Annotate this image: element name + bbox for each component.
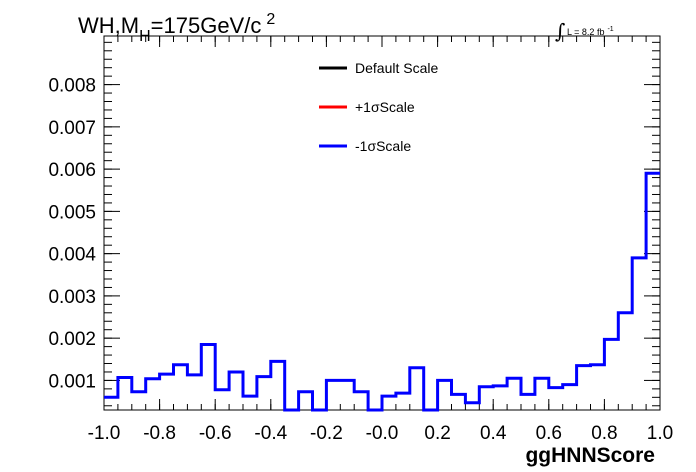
- x-tick-labels: -1.0 -0.8 -0.6 -0.4 -0.2 -0.0 0.2 0.4 0.6 0.8 1.0: [88, 423, 674, 444]
- x-tick-label: -0.8: [143, 423, 176, 444]
- title-superscript: 2: [266, 11, 275, 28]
- x-tick-label: 0.4: [480, 423, 507, 444]
- integral-symbol: ∫: [555, 19, 565, 43]
- title-rest: =175GeV/c: [151, 13, 262, 38]
- title: WH,MH=175GeV/c 2: [78, 11, 275, 45]
- x-axis-label: ggHNNScore: [525, 444, 655, 467]
- lumi-label: ∫ L = 8.2 fb -1: [555, 19, 614, 43]
- y-tick-label: 0.008: [48, 76, 96, 97]
- x-tick-label: 1.0: [647, 423, 673, 444]
- y-tick-label: 0.005: [48, 202, 96, 223]
- title-main: WH,M: [78, 13, 139, 38]
- x-tick-label: 0.8: [591, 423, 617, 444]
- y-tick-label: 0.001: [48, 371, 96, 392]
- lumi-text: L = 8.2 fb: [567, 27, 604, 37]
- svg-text:WH,MH=175GeV/c2: WH,MH=175GeV/c 2: [78, 11, 275, 45]
- x-tick-label: -0.2: [310, 423, 343, 444]
- lumi-superscript: -1: [607, 26, 613, 33]
- plot-frame: [103, 35, 661, 411]
- series-line: [104, 171, 660, 412]
- series-layer: [104, 171, 660, 412]
- x-tick-label: 0.2: [424, 423, 450, 444]
- legend-label: +1σScale: [355, 99, 415, 115]
- y-tick-labels: 0.001 0.002 0.003 0.004 0.005 0.006 0.007 0.008: [48, 76, 96, 393]
- legend: Default Scale +1σScale -1σScale: [319, 60, 438, 154]
- y-tick-label: 0.004: [48, 245, 96, 266]
- y-tick-label: 0.003: [48, 287, 96, 308]
- legend-label: Default Scale: [355, 60, 438, 76]
- y-tick-label: 0.007: [48, 118, 96, 139]
- x-tick-label: -1.0: [88, 423, 121, 444]
- legend-label: -1σScale: [355, 138, 411, 154]
- axis-ticks: [103, 36, 661, 410]
- svg-text:L = 8.2 fb-1: L = 8.2 fb -1: [567, 26, 614, 37]
- x-tick-label: -0.6: [199, 423, 232, 444]
- x-tick-label: -0.4: [254, 423, 287, 444]
- y-tick-label: 0.006: [48, 160, 96, 181]
- y-tick-label: 0.002: [48, 329, 96, 350]
- x-tick-label: -0.0: [366, 423, 399, 444]
- x-tick-label: 0.6: [536, 423, 562, 444]
